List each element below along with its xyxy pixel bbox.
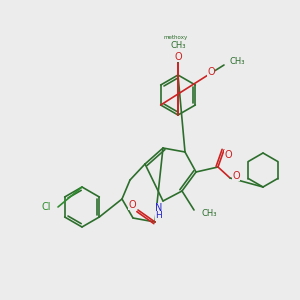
Text: N: N — [155, 203, 163, 213]
Text: Cl: Cl — [41, 202, 51, 212]
Text: O: O — [128, 200, 136, 210]
Text: CH₃: CH₃ — [229, 58, 244, 67]
Text: CH₃: CH₃ — [202, 209, 218, 218]
Text: O: O — [224, 150, 232, 160]
Text: O: O — [232, 171, 240, 181]
Text: H: H — [156, 212, 162, 220]
Text: CH₃: CH₃ — [170, 40, 186, 50]
Text: O: O — [172, 42, 180, 52]
Text: O: O — [174, 52, 182, 62]
Text: methoxy: methoxy — [164, 35, 188, 40]
Text: O: O — [207, 67, 215, 77]
